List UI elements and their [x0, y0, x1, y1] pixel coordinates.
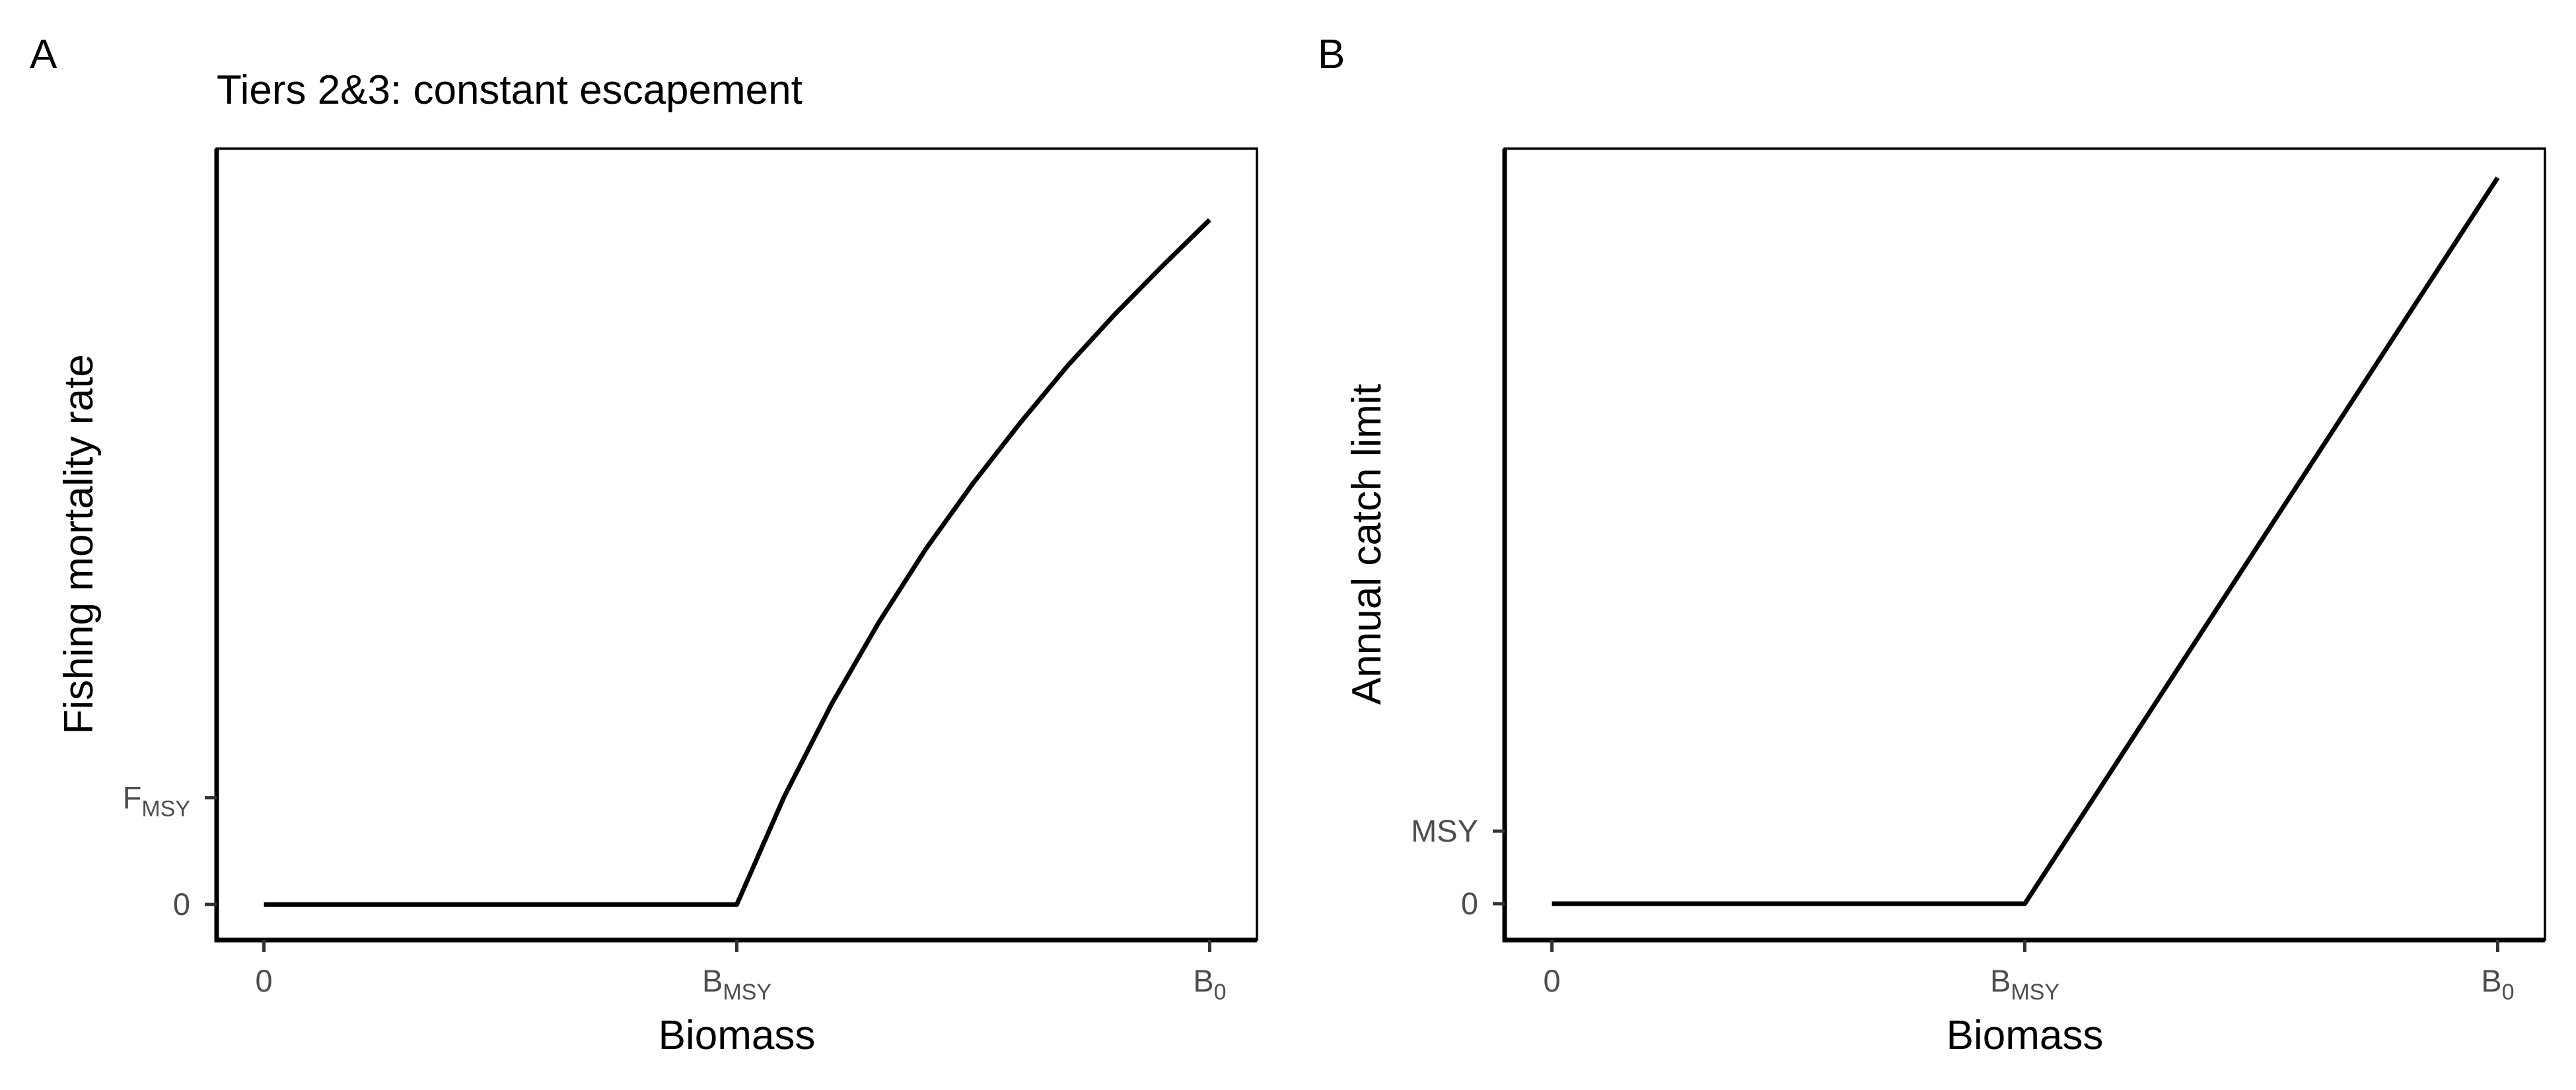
y-axis-title: Fishing mortality rate [56, 354, 102, 734]
series-line [264, 218, 1211, 907]
tick-main: 0 [1544, 963, 1561, 998]
tick-subscript: MSY [2011, 980, 2059, 1005]
x-tick-label: B0 [1193, 963, 1226, 1005]
tick-main: F [123, 780, 142, 815]
tick-subscript: MSY [723, 980, 771, 1005]
y-tick-label: 0 [1461, 886, 1478, 921]
tick-main: 0 [173, 887, 190, 922]
series-line [1552, 176, 2500, 906]
tick-subscript: 0 [1214, 980, 1227, 1005]
y-tick-label: 0 [173, 887, 190, 922]
x-axis-title: Biomass [659, 1013, 816, 1058]
x-tick-label: BMSY [1990, 963, 2059, 1005]
tick-main: 0 [256, 963, 273, 998]
y-tick-label: FMSY [123, 780, 190, 822]
tick-main: B [702, 963, 723, 998]
x-tick-label: 0 [1544, 963, 1561, 998]
tick-main: 0 [1461, 886, 1478, 921]
panel-tag: B [1318, 32, 1345, 77]
x-tick-label: BMSY [702, 963, 771, 1005]
panel-tag: A [30, 32, 57, 77]
tick-main: B [2481, 963, 2501, 998]
tick-main: B [1193, 963, 1213, 998]
x-tick-label: 0 [256, 963, 273, 998]
chart-title: Tiers 2&3: constant escapement [217, 67, 803, 113]
y-tick-label: MSY [1411, 813, 1478, 848]
tick-subscript: MSY [141, 797, 190, 822]
plot-frame [215, 147, 1258, 941]
plot-frame [1503, 147, 2546, 941]
x-tick-label: B0 [2481, 963, 2514, 1005]
x-axis-title: Biomass [1947, 1013, 2104, 1058]
tick-main: MSY [1411, 813, 1478, 848]
tick-main: B [1990, 963, 2011, 998]
tick-subscript: 0 [2502, 980, 2515, 1005]
y-axis-title: Annual catch limit [1344, 384, 1390, 705]
